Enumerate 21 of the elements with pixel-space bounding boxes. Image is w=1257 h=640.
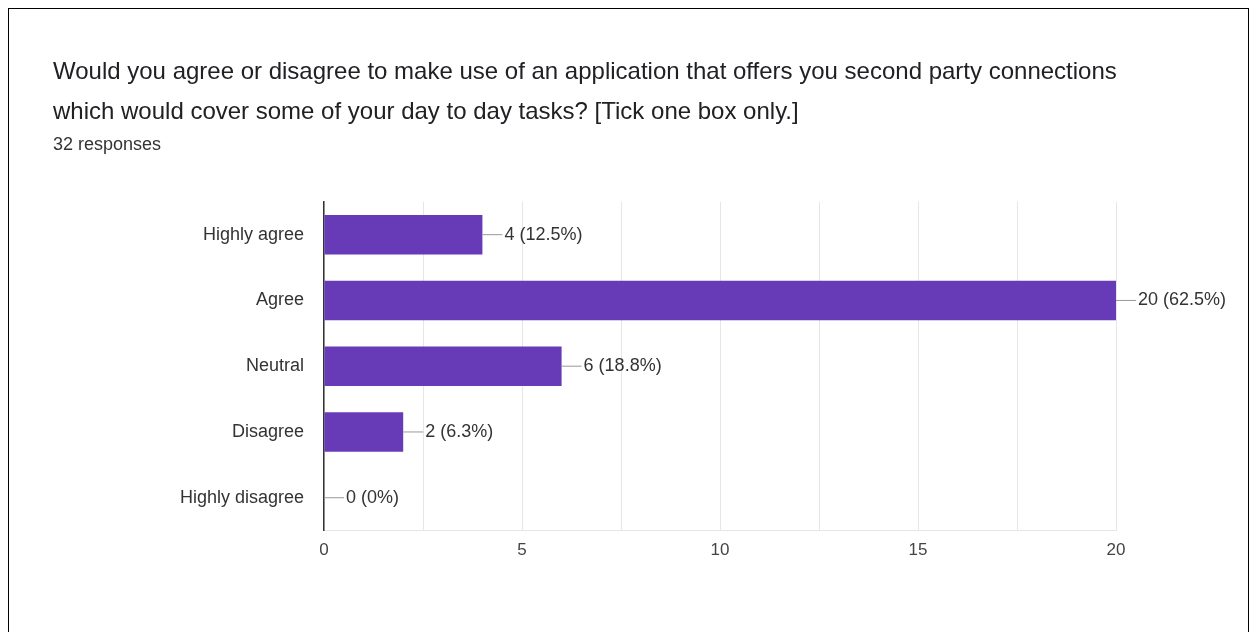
chart-title: Would you agree or disagree to make use of an application that offers you second party connections which would cover some of your day to day tasks? [Tick one box only.] <box>53 56 1118 126</box>
data-label: 6 (18.8%) <box>583 355 662 376</box>
y-tick-label: Agree <box>255 289 304 310</box>
x-tick-label: 10 <box>710 540 730 560</box>
bar <box>324 214 483 255</box>
y-tick-label: Neutral <box>245 355 304 376</box>
x-tick-label: 15 <box>908 540 928 560</box>
bar <box>324 346 562 386</box>
data-label: 20 (62.5%) <box>1138 289 1227 310</box>
x-tick-label: 5 <box>517 540 527 560</box>
data-label: 0 (0%) <box>346 486 400 507</box>
text: 32 responses <box>53 134 162 155</box>
y-tick-label: Highly agree <box>202 223 304 244</box>
data-label: 2 (6.3%) <box>425 420 494 441</box>
bar <box>324 412 404 452</box>
data-label: 4 (12.5%) <box>504 223 583 244</box>
y-tick-label: Highly disagree <box>179 486 304 507</box>
y-tick-label: Disagree <box>231 420 304 441</box>
x-tick-label: 20 <box>1106 540 1126 560</box>
x-tick-label: 0 <box>319 540 329 560</box>
bar <box>324 280 1116 321</box>
